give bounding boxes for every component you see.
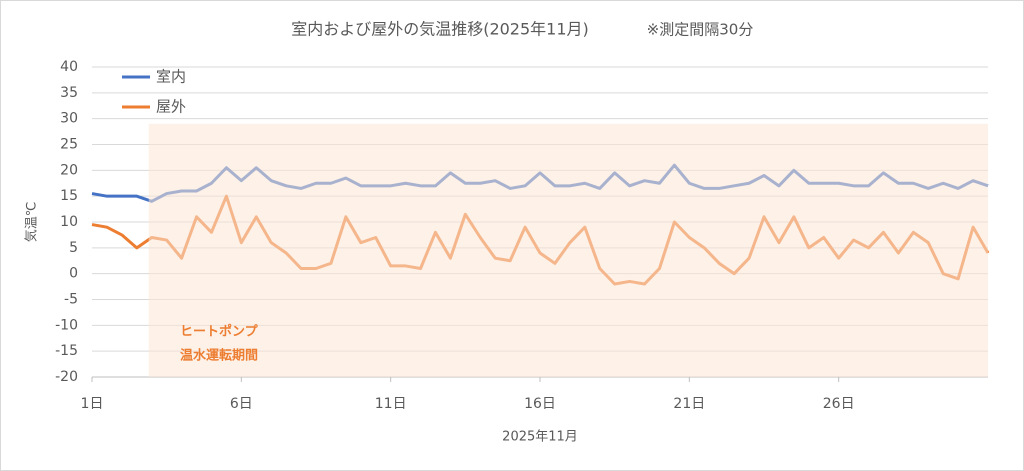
y-tick-label: 40 <box>60 59 78 75</box>
x-axis-label: 2025年11月 <box>502 430 578 445</box>
y-tick-label: -20 <box>55 369 78 385</box>
region-label: ヒートポンプ <box>180 324 259 340</box>
x-tick-label: 1日 <box>81 396 104 412</box>
y-axis-label: 気温℃ <box>24 202 40 243</box>
x-tick-label: 6日 <box>230 396 253 412</box>
y-tick-label: -10 <box>55 317 78 333</box>
legend-label: 屋外 <box>156 98 186 116</box>
y-tick-label: -5 <box>64 292 78 308</box>
y-tick-label: 20 <box>60 162 78 178</box>
x-tick-label: 26日 <box>823 396 855 412</box>
y-tick-label: 25 <box>60 137 78 153</box>
y-tick-label: -15 <box>55 343 78 359</box>
y-tick-label: 10 <box>60 214 78 230</box>
y-tick-label: 0 <box>69 266 78 282</box>
x-tick-label: 11日 <box>375 396 407 412</box>
x-tick-label: 16日 <box>524 396 556 412</box>
region-label: 温水運転期間 <box>180 348 258 364</box>
legend-label: 室内 <box>156 68 186 86</box>
shaded-region <box>148 123 988 377</box>
y-tick-label: 15 <box>60 188 78 204</box>
y-tick-label: 30 <box>60 111 78 127</box>
x-tick-label: 21日 <box>673 396 705 412</box>
y-tick-label: 35 <box>60 85 78 101</box>
y-tick-label: 5 <box>69 240 78 256</box>
chart-title: 室内および屋外の気温推移(2025年11月) <box>291 20 589 39</box>
chart-subtitle: ※測定間隔30分 <box>647 21 754 39</box>
